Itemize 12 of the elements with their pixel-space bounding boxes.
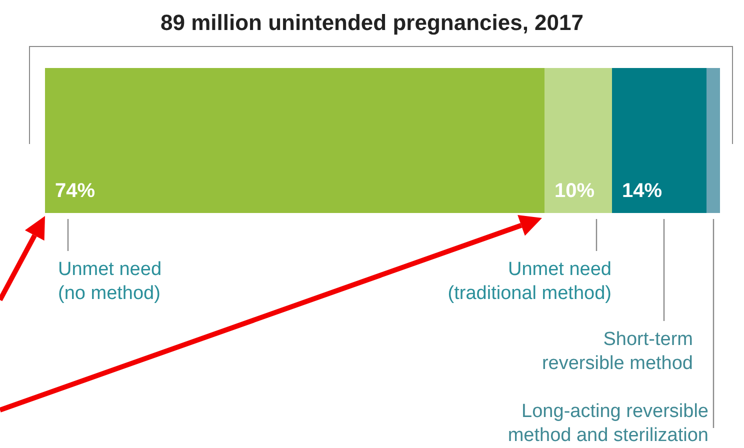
data-label: 10%: [554, 180, 595, 202]
data-label: 74%: [55, 180, 96, 202]
text: Short-term reversible method: [542, 329, 693, 374]
bar: [706, 68, 720, 213]
bar: [544, 68, 612, 213]
text: Unmet need (traditional method): [448, 259, 612, 304]
bar: [45, 68, 544, 213]
chart-title: 89 million unintended pregnancies, 2017: [160, 10, 584, 35]
bar: [612, 68, 706, 213]
text: Long-acting reversible method and sterilization: [508, 401, 708, 446]
data-label: 14%: [622, 180, 662, 202]
text: Unmet need (no method): [58, 259, 162, 304]
